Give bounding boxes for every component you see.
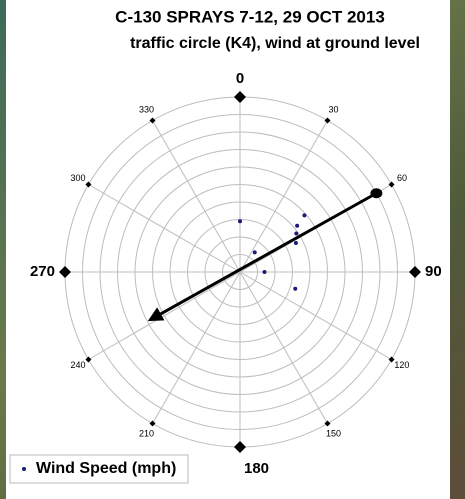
angle-label: 300 <box>71 173 86 183</box>
data-point <box>294 241 298 245</box>
legend-marker <box>22 467 26 471</box>
wind-arrow-tail <box>370 188 382 198</box>
angle-label: 0 <box>236 70 244 87</box>
data-point <box>263 270 267 274</box>
angle-label: 210 <box>139 428 154 438</box>
angle-label: 180 <box>244 460 269 477</box>
angle-label: 240 <box>71 360 86 370</box>
page: {"chart_data": {"type": "polar-scatter",… <box>0 0 465 499</box>
angle-label: 330 <box>139 104 154 114</box>
data-point <box>295 224 299 228</box>
angle-label: 90 <box>425 263 442 280</box>
legend-label: Wind Speed (mph) <box>36 460 176 477</box>
chart: C-130 SPRAYS 7-12, 29 OCT 2013 traffic c… <box>0 0 465 499</box>
data-point <box>253 250 257 254</box>
angle-label: 60 <box>397 173 407 183</box>
data-point <box>302 213 306 217</box>
angle-label: 120 <box>394 360 409 370</box>
angle-label: 30 <box>328 104 338 114</box>
chart-panel <box>6 0 450 499</box>
angle-label: 270 <box>30 263 55 280</box>
data-point <box>294 231 298 235</box>
data-point <box>238 219 242 223</box>
chart-subtitle: traffic circle (K4), wind at ground leve… <box>130 35 420 52</box>
angle-label: 150 <box>326 428 341 438</box>
data-point <box>293 287 297 291</box>
chart-title: C-130 SPRAYS 7-12, 29 OCT 2013 <box>115 7 385 26</box>
